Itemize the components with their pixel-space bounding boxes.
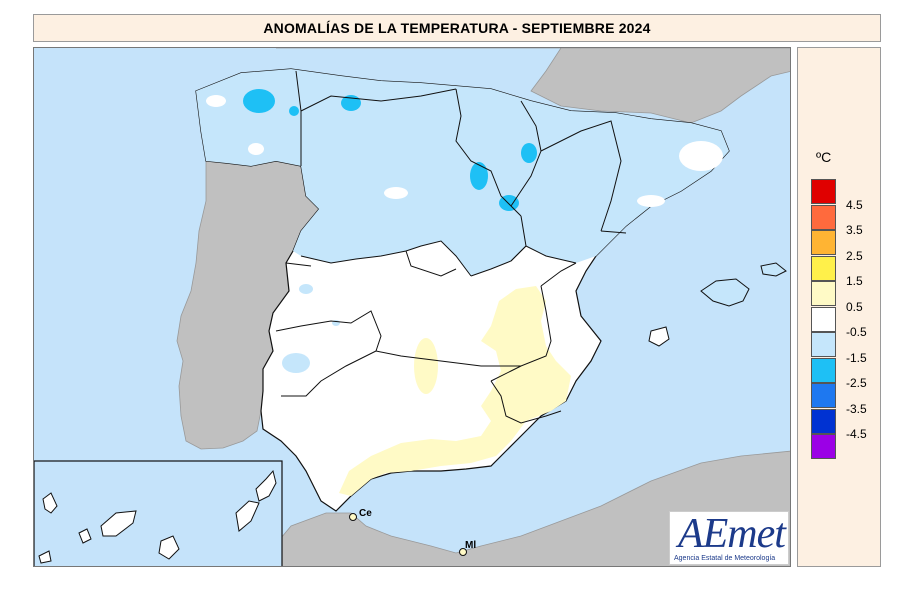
ceuta-marker	[349, 513, 357, 521]
warm-pocket	[248, 143, 264, 155]
cool-patch	[282, 353, 310, 373]
ceuta-label: Ce	[359, 508, 372, 519]
legend-swatch	[811, 255, 836, 281]
melilla-marker	[459, 548, 467, 556]
legend-tick-label: -4.5	[846, 427, 867, 441]
warm-zone-patch	[414, 338, 438, 394]
warm-pocket	[637, 195, 665, 207]
france-landmass	[276, 48, 790, 124]
legend-swatch	[811, 408, 836, 434]
cold-spot	[470, 162, 488, 190]
aemet-logo-text: AEmet	[678, 511, 786, 557]
aemet-logo-subtitle: Agencia Estatal de Meteorología	[674, 555, 776, 562]
legend-tick-label: 3.5	[846, 223, 863, 237]
canary-islands	[38, 469, 277, 564]
legend-tick-label: -1.5	[846, 350, 867, 365]
legend-swatch	[811, 306, 836, 332]
aemet-logo: AEmet Agencia Estatal de Meteorología	[669, 511, 789, 565]
legend-swatch	[811, 204, 836, 230]
legend-tick-label: 4.5	[846, 197, 863, 212]
legend-tick-label: -2.5	[846, 376, 867, 390]
cold-spot	[521, 143, 537, 163]
legend-unit: ºC	[816, 149, 832, 165]
africa-landmass	[257, 450, 790, 566]
legend-swatch	[811, 281, 836, 306]
map-title-box: ANOMALÍAS DE LA TEMPERATURA - SEPTIEMBRE…	[33, 14, 881, 42]
legend-swatch	[811, 179, 836, 204]
legend-swatch	[811, 230, 836, 255]
region-borders	[275, 70, 627, 424]
mallorca	[700, 278, 750, 307]
warm-zone-southeast	[339, 286, 571, 496]
legend-swatch	[811, 434, 836, 459]
map-title: ANOMALÍAS DE LA TEMPERATURA - SEPTIEMBRE…	[263, 20, 651, 36]
legend-swatch	[811, 332, 836, 357]
legend-tick-label: 0.5	[846, 299, 863, 314]
legend-tick-label: -0.5	[846, 325, 867, 339]
cold-spot	[243, 89, 275, 113]
cool-patch	[299, 284, 313, 294]
melilla-label: Ml	[465, 540, 476, 551]
legend-tick-label: -3.5	[846, 401, 867, 416]
cool-zone-north	[196, 69, 729, 276]
legend-swatch	[811, 357, 836, 383]
anomaly-map: Ce Ml	[34, 48, 790, 566]
legend-swatch	[811, 383, 836, 408]
warm-pocket	[384, 187, 408, 199]
cold-spot	[289, 106, 299, 116]
map-frame: Ce Ml AEmet Agencia Estatal de Meteorolo…	[33, 47, 791, 567]
legend-tick-label: 2.5	[846, 248, 863, 263]
warm-pocket	[679, 141, 723, 171]
menorca	[760, 262, 787, 277]
warm-pocket	[206, 95, 226, 107]
legend-tick-label: 1.5	[846, 274, 863, 288]
ibiza	[648, 326, 670, 347]
legend-panel	[797, 47, 881, 567]
